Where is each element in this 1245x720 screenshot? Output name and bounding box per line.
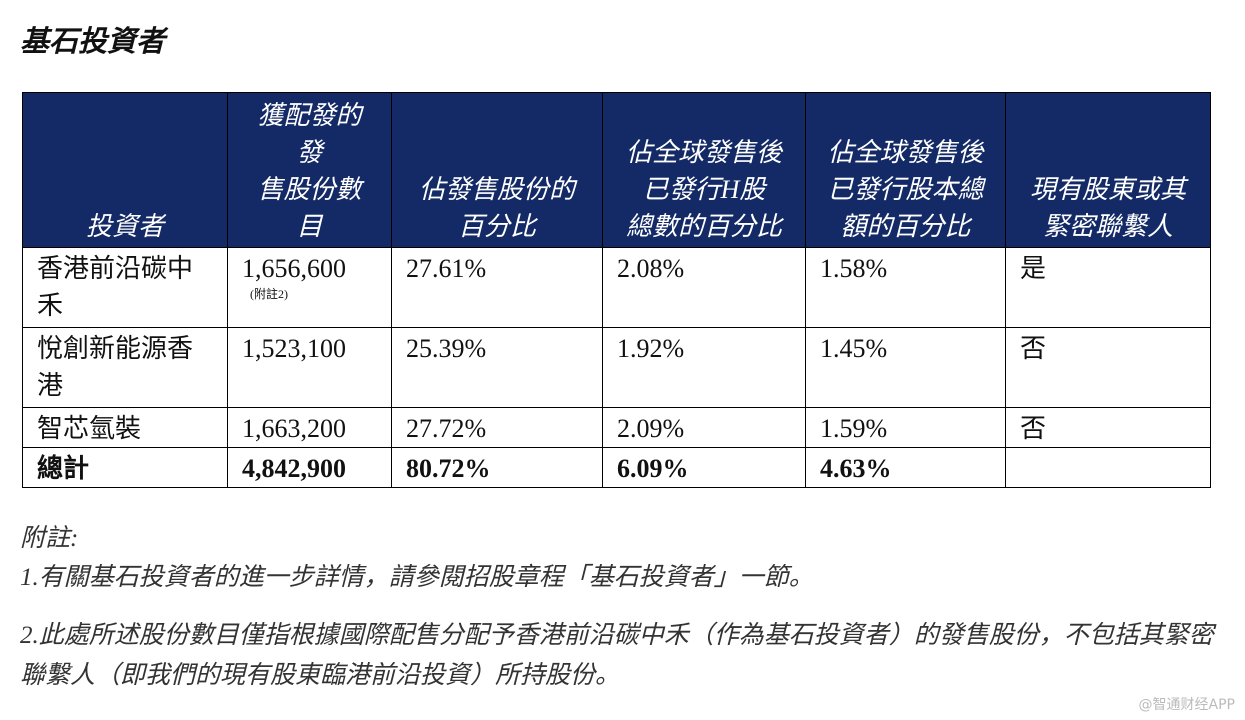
- header-line: 已發行H股: [642, 175, 766, 204]
- total-cell: 80.72%: [391, 447, 603, 488]
- note-item: 1.有關基石投資者的進一步詳情，請參閱招股章程「基石投資者」一節。: [20, 564, 814, 591]
- table-cell: 1,656,600 (附註2): [227, 247, 392, 328]
- cell-text: 1.92%: [617, 334, 685, 363]
- cell-text: 悅創新能源香港: [37, 334, 194, 400]
- header-line: 佔全球發售後: [625, 138, 782, 167]
- total-cell: 6.09%: [602, 447, 806, 488]
- table-cell: 1.59%: [805, 407, 1006, 448]
- table-cell: 香港前沿碳中禾: [22, 247, 228, 328]
- table-cell: 智芯氫裝: [22, 407, 228, 448]
- table-cell: 27.61%: [391, 247, 603, 328]
- cell-text: 1,656,600: [242, 254, 346, 283]
- notes: 附註: 1.有關基石投資者的進一步詳情，請參閱招股章程「基石投資者」一節。 2.此處…: [20, 520, 1220, 714]
- header-line: 售股份數: [257, 175, 362, 204]
- total-cell: 4.63%: [805, 447, 1006, 488]
- investor-table: 投資者 獲配發的發售股份數目佔發售股份的 百分比 佔全球發售後 已發行H股 總數的百分比佔…: [22, 92, 1211, 488]
- table-cell: 1,523,100: [227, 327, 392, 408]
- header-cell: 現有股東或其 緊密聯繫人: [1005, 92, 1211, 248]
- cell-text: 否: [1020, 334, 1047, 363]
- body-row: 智芯氫裝 1,663,200 27.72% 2.09% 1.59% 否: [22, 407, 1211, 448]
- table-cell: 否: [1005, 327, 1211, 408]
- header-cell: 佔全球發售後 已發行H股總數的百分比: [602, 92, 806, 248]
- header-cell: 獲配發的發售股份數目: [227, 92, 392, 248]
- cell-text: 否: [1020, 414, 1047, 443]
- header-line: 百分比: [457, 212, 536, 241]
- body-row: 悅創新能源香港 1,523,100 25.39% 1.92% 1.45% 否: [22, 327, 1211, 408]
- header-cell: 佔全球發售後 已發行股本總 額的百分比: [805, 92, 1006, 248]
- notes-heading: 附註:: [20, 525, 79, 552]
- title: 基石投資者: [20, 26, 166, 58]
- cell-text: 智芯氫裝: [37, 414, 142, 443]
- header-line: 額的百分比: [840, 212, 971, 241]
- cell-text: 1.59%: [820, 414, 888, 443]
- table-cell: 2.09%: [602, 407, 806, 448]
- total-cell: 總計: [22, 447, 228, 488]
- cell-text: 25.39%: [406, 334, 487, 363]
- watermark: @智通财经APP: [1138, 697, 1235, 713]
- cell-text: 27.61%: [406, 254, 487, 283]
- cell-text: 香港前沿碳中禾: [37, 254, 194, 320]
- table-cell: 是: [1005, 247, 1211, 328]
- cell-text: 2.09%: [617, 414, 685, 443]
- cell-text: 1,523,100: [242, 334, 346, 363]
- table-cell: 25.39%: [391, 327, 603, 408]
- cell-note: (附註2): [250, 287, 288, 301]
- cell-text: 27.72%: [406, 414, 487, 443]
- header-line: 佔全球發售後: [827, 138, 984, 167]
- header-line: 目: [296, 212, 323, 241]
- note-item: 2.此處所述股份數目僅指根據國際配售分配予香港前沿碳中禾（作為基石投資者）的發售…: [20, 622, 1214, 689]
- header-line: 佔發售股份的: [418, 175, 575, 204]
- header-line: 獲配發的: [257, 101, 362, 130]
- header-line: 緊密聯繫人: [1042, 212, 1173, 241]
- header-line: 投資者: [85, 212, 164, 241]
- table-cell: 2.08%: [602, 247, 806, 328]
- cell-text: 是: [1020, 254, 1047, 283]
- cell-text: 1.58%: [820, 254, 888, 283]
- cell-text: 2.08%: [617, 254, 685, 283]
- header-line: 現有股東或其: [1029, 175, 1186, 204]
- table-cell: 1.58%: [805, 247, 1006, 328]
- cell-text: 1,663,200: [242, 414, 346, 443]
- table-cell: 悅創新能源香港: [22, 327, 228, 408]
- body-row: 香港前沿碳中禾 1,656,600 (附註2) 27.61% 2.08% 1.58% 是: [22, 247, 1211, 328]
- total-cell: [1005, 447, 1211, 488]
- table-cell: 1.45%: [805, 327, 1006, 408]
- header-row: 投資者 獲配發的發售股份數目佔發售股份的 百分比 佔全球發售後 已發行H股 總數的百分比佔…: [22, 92, 1211, 248]
- header-cell: 投資者: [22, 92, 228, 248]
- total-row: 總計 4,842,900 80.72% 6.09% 4.63%: [22, 447, 1211, 488]
- header-cell: 佔發售股份的 百分比: [391, 92, 603, 248]
- table-cell: 否: [1005, 407, 1211, 448]
- header-line: 已發行股本總: [827, 175, 984, 204]
- cell-text: 1.45%: [820, 334, 888, 363]
- header-line: 發: [296, 138, 323, 167]
- total-cell: 4,842,900: [227, 447, 392, 488]
- table-cell: 1.92%: [602, 327, 806, 408]
- table-cell: 1,663,200: [227, 407, 392, 448]
- table-cell: 27.72%: [391, 407, 603, 448]
- header-line: 總數的百分比: [625, 212, 782, 241]
